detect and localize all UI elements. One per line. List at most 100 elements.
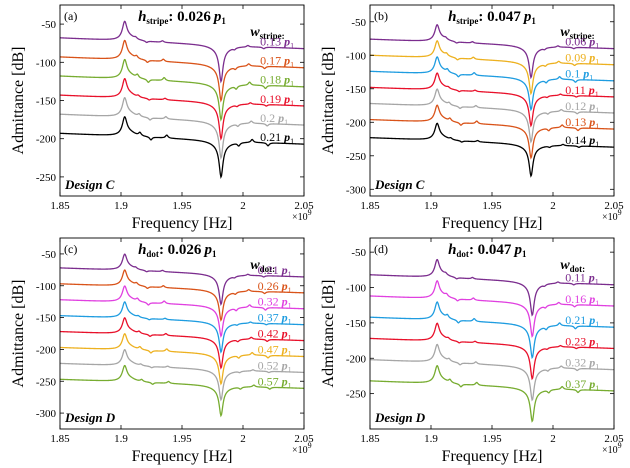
x-tick-label: 2 bbox=[240, 200, 246, 212]
y-tick-label: -50 bbox=[41, 249, 56, 261]
design-label: Design C bbox=[64, 177, 115, 192]
x-exponent-power: 9 bbox=[618, 441, 622, 450]
title-value: : 0.047 bbox=[469, 242, 512, 258]
x-exponent-base: ×10 bbox=[602, 445, 618, 456]
legend-sub: dot bbox=[570, 264, 583, 274]
series-line-6 bbox=[370, 122, 614, 178]
series-label: 0.11 p1 bbox=[565, 83, 599, 99]
x-tick-label: 1.9 bbox=[114, 200, 128, 212]
x-axis-label: Frequency [Hz] bbox=[442, 215, 543, 232]
series-label-value: 0.13 bbox=[565, 115, 586, 129]
legend-var: w bbox=[250, 25, 260, 40]
x-tick-label: 2.05 bbox=[294, 433, 314, 445]
series-label-unit-sub: 1 bbox=[288, 365, 292, 374]
series-label: 0.23 p1 bbox=[565, 334, 599, 350]
y-axis-label: Admittance [dB] bbox=[320, 280, 337, 388]
title-var: h bbox=[138, 242, 146, 258]
series-label: 0.37 p1 bbox=[565, 377, 599, 393]
series-label-value: 0.14 bbox=[565, 133, 586, 147]
title-value: : 0.026 bbox=[168, 9, 211, 25]
series-label-value: 0.18 bbox=[260, 73, 281, 87]
y-tick-label: -100 bbox=[346, 50, 367, 62]
series-label-unit: p bbox=[283, 92, 290, 106]
series-label-unit-sub: 1 bbox=[595, 384, 599, 393]
x-tick-label: 2 bbox=[240, 433, 246, 445]
panel-label: (d) bbox=[374, 242, 388, 256]
design-label: Design D bbox=[64, 410, 116, 425]
chart-panel-2: 1.85 1.9 1.95 2 2.05 -300 -250 -200 -150 -100 -50 F… bbox=[10, 237, 314, 465]
legend-heading: wstripe: bbox=[560, 25, 594, 41]
y-tick-label: -200 bbox=[36, 344, 57, 356]
series-label-unit: p bbox=[588, 356, 595, 370]
x-tick-label: 2 bbox=[550, 433, 556, 445]
series-label-unit-sub: 1 bbox=[288, 302, 292, 311]
series-label-value: 0.1 bbox=[565, 67, 580, 81]
y-tick-label: -300 bbox=[346, 184, 367, 196]
x-exponent: ×109 bbox=[292, 441, 312, 456]
series-label-unit-sub: 1 bbox=[595, 363, 599, 372]
series-label-value: 0.37 bbox=[565, 377, 586, 391]
series-line-2 bbox=[60, 285, 304, 338]
legend-var: w bbox=[560, 25, 570, 40]
panel-label: (b) bbox=[374, 9, 388, 23]
series-label: 0.19 p1 bbox=[260, 92, 294, 108]
legend-heading: wstripe: bbox=[250, 25, 284, 41]
series-label-unit-sub: 1 bbox=[595, 90, 599, 99]
design-label: Design D bbox=[374, 410, 426, 425]
series-line-4 bbox=[370, 343, 614, 402]
panel-title: hdot: 0.047 p1 bbox=[448, 242, 527, 259]
legend-suffix: : bbox=[592, 31, 595, 41]
series-label: 0.21 p1 bbox=[565, 313, 599, 329]
series-line-5 bbox=[370, 104, 614, 160]
title-unit: p bbox=[512, 242, 522, 258]
series-label-value: 0.47 bbox=[258, 342, 279, 356]
title-sub: dot bbox=[146, 249, 159, 259]
series-label: 0.06 p1 bbox=[565, 35, 599, 51]
title-sub: stripe bbox=[456, 16, 478, 26]
series-label-value: 0.19 bbox=[260, 92, 281, 106]
series-line-5 bbox=[370, 364, 614, 423]
x-exponent-power: 9 bbox=[308, 441, 312, 450]
y-tick-label: -50 bbox=[41, 19, 56, 31]
series-label-value: 0.26 bbox=[258, 279, 279, 293]
series-label-unit-sub: 1 bbox=[595, 278, 599, 287]
legend-heading: wdot: bbox=[250, 258, 275, 274]
series-label-unit: p bbox=[588, 133, 595, 147]
series-label-value: 0.42 bbox=[258, 327, 279, 341]
y-tick-label: -300 bbox=[36, 408, 57, 420]
series-label-unit-sub: 1 bbox=[595, 122, 599, 131]
series-label-value: 0.57 bbox=[258, 374, 279, 388]
x-tick-label: 2 bbox=[550, 200, 556, 212]
series-label-unit-sub: 1 bbox=[290, 61, 294, 70]
title-unit-sub: 1 bbox=[221, 16, 226, 26]
series-line-0 bbox=[370, 258, 614, 317]
series-label-value: 0.32 bbox=[258, 295, 279, 309]
title-unit: p bbox=[522, 9, 532, 25]
series-label-unit: p bbox=[588, 51, 595, 65]
series-label: 0.47 p1 bbox=[258, 342, 292, 358]
x-exponent-base: ×10 bbox=[292, 445, 308, 456]
series-label-unit: p bbox=[281, 342, 288, 356]
series-line-1 bbox=[60, 269, 304, 322]
series-line-2 bbox=[60, 58, 304, 122]
legend-var: w bbox=[250, 258, 260, 273]
y-axis-label: Admittance [dB] bbox=[10, 47, 27, 155]
panel-label: (a) bbox=[64, 9, 77, 23]
chart-panel-1: 1.85 1.9 1.95 2 2.05 -300 -250 -200 -150 -100 -50 F… bbox=[320, 4, 624, 232]
series-label-unit: p bbox=[588, 292, 595, 306]
series-label: 0.1 p1 bbox=[565, 67, 593, 83]
panel-title: hstripe: 0.047 p1 bbox=[448, 9, 536, 26]
y-tick-label: -50 bbox=[351, 247, 366, 259]
y-tick-label: -200 bbox=[346, 117, 367, 129]
series-label-unit: p bbox=[588, 99, 595, 113]
series-label: 0.42 p1 bbox=[258, 327, 292, 343]
series-line-1 bbox=[370, 40, 614, 96]
series-label-unit: p bbox=[582, 67, 589, 81]
series-label-unit-sub: 1 bbox=[589, 74, 593, 83]
series-line-4 bbox=[60, 317, 304, 370]
series-label-unit: p bbox=[588, 377, 595, 391]
x-exponent-power: 9 bbox=[618, 208, 622, 217]
series-label-value: 0.11 bbox=[565, 271, 586, 285]
x-tick-label: 1.9 bbox=[114, 433, 128, 445]
title-sub: stripe bbox=[146, 16, 168, 26]
